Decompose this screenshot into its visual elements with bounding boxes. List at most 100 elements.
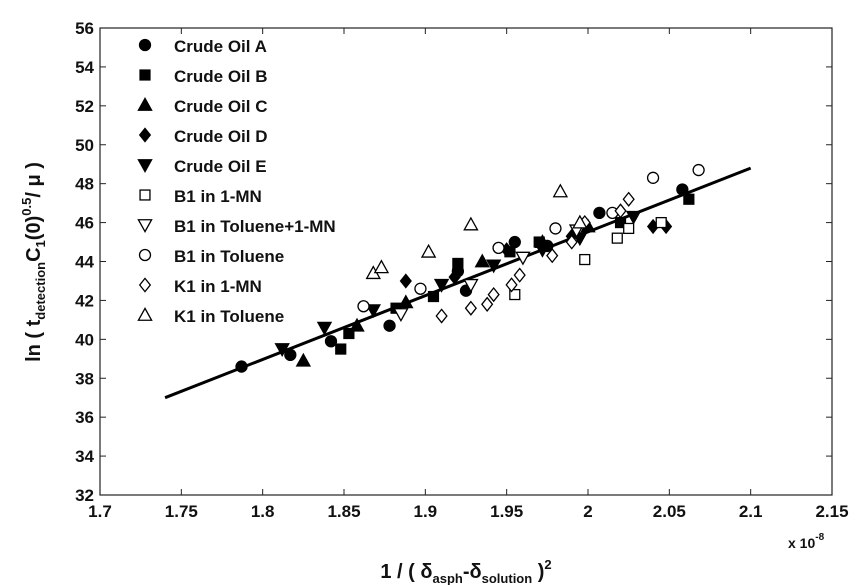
legend-label: K1 in 1-MN: [174, 277, 262, 296]
data-point: [515, 251, 531, 266]
data-points: [235, 163, 705, 373]
data-point: [625, 210, 642, 225]
data-point: [464, 300, 477, 316]
y-tick-label: 36: [75, 408, 94, 427]
data-point: [295, 352, 312, 367]
xlabel-mid: -δ: [463, 561, 482, 583]
data-point: [623, 222, 635, 235]
data-point: [474, 253, 490, 268]
ylabel-sub1: detection: [33, 262, 48, 320]
x-tick-label: 2: [583, 502, 592, 521]
data-point: [509, 288, 521, 301]
ylabel-sub2: 1: [33, 240, 48, 247]
data-point: [335, 343, 347, 355]
x-tick-label: 2.1: [739, 502, 763, 521]
legend-label: Crude Oil B: [174, 67, 268, 86]
data-point: [349, 317, 365, 332]
data-point: [622, 191, 635, 207]
y-tick-label: 32: [75, 486, 94, 505]
data-point: [611, 232, 623, 244]
data-point: [324, 335, 338, 348]
legend-marker: [137, 159, 153, 173]
data-point: [284, 348, 297, 362]
data-point: [549, 222, 562, 235]
data-point: [552, 183, 569, 198]
xlabel-sup: 2: [544, 557, 551, 572]
data-point: [485, 259, 502, 274]
data-point: [492, 241, 505, 255]
data-point: [646, 171, 660, 184]
legend: Crude Oil A Crude Oil B Crude Oil C Crude O…: [137, 37, 336, 326]
data-point: [365, 304, 381, 319]
ylabel-mid2: (0): [23, 216, 45, 240]
legend-marker: [139, 189, 151, 201]
y-tick-label: 44: [75, 253, 94, 272]
data-point: [463, 216, 479, 231]
legend-marker: [139, 69, 151, 81]
y-tick-label: 56: [75, 19, 94, 38]
legend-label: Crude Oil E: [174, 157, 267, 176]
data-point: [414, 282, 427, 295]
data-point: [433, 278, 450, 293]
data-point: [505, 277, 518, 293]
data-point: [373, 259, 390, 274]
data-point: [420, 243, 437, 258]
legend-marker: [138, 248, 152, 262]
ylabel-mid: C: [23, 247, 45, 261]
ylabel-sup: 0.5: [19, 198, 34, 216]
data-point: [452, 257, 464, 270]
xlabel-prefix: 1 / ( δ: [380, 561, 432, 583]
fit-line: [164, 166, 752, 400]
legend-label: Crude Oil C: [174, 97, 268, 116]
x-tick-label: 2.05: [653, 502, 686, 521]
legend-marker: [138, 277, 152, 293]
data-point: [463, 278, 479, 293]
data-point: [546, 248, 559, 264]
xlabel-sub2: solution: [482, 571, 533, 585]
y-axis-label: ln ( tdetectionC1(0)0.5/ μ ): [19, 162, 48, 362]
data-point: [614, 203, 627, 219]
data-point: [579, 253, 591, 266]
legend-marker: [138, 38, 152, 52]
y-tick-label: 42: [75, 291, 94, 310]
data-point: [692, 163, 705, 177]
x-tick-label: 1.95: [490, 502, 523, 521]
y-tick-label: 40: [75, 330, 94, 349]
plot-area: [99, 27, 833, 496]
data-point: [383, 319, 396, 332]
y-tick-label: 50: [75, 136, 94, 155]
x-scale-note: x 10-8: [788, 532, 825, 551]
legend-marker: [137, 219, 153, 233]
x-tick-label: 1.9: [414, 502, 438, 521]
legend-marker: [137, 307, 153, 321]
x-tick-label: 1.7: [88, 502, 112, 521]
data-point: [655, 216, 667, 229]
legend-label: Crude Oil D: [174, 127, 268, 146]
y-tick-label: 46: [75, 214, 94, 233]
data-point: [427, 290, 440, 303]
data-point: [435, 308, 448, 324]
data-point: [683, 193, 695, 205]
data-point: [393, 308, 409, 322]
data-point: [572, 214, 588, 229]
data-point: [399, 273, 412, 289]
x-tick-label: 1.85: [327, 502, 360, 521]
y-tick-label: 38: [75, 369, 94, 388]
legend-label: B1 in Toluene: [174, 247, 284, 266]
x-scale-note-text: x 10: [788, 535, 815, 551]
legend-label: Crude Oil A: [174, 37, 267, 56]
x-tick-label: 1.8: [251, 502, 275, 521]
data-point: [593, 206, 606, 220]
data-point: [534, 243, 551, 258]
x-axis-ticks: 1.7 1.75 1.8 1.85 1.9 1.95 2 2.05 2.1 2.15: [88, 28, 849, 521]
x-axis-label: 1 / ( δasph-δsolution )2: [380, 557, 551, 585]
data-point: [316, 321, 333, 336]
y-tick-label: 54: [75, 58, 94, 77]
data-point: [398, 294, 414, 309]
x-tick-label: 2.15: [815, 502, 848, 521]
legend-label: B1 in Toluene+1-MN: [174, 217, 336, 236]
data-point: [487, 286, 500, 303]
xlabel-sub1: asph: [433, 571, 463, 585]
data-point: [235, 360, 248, 373]
